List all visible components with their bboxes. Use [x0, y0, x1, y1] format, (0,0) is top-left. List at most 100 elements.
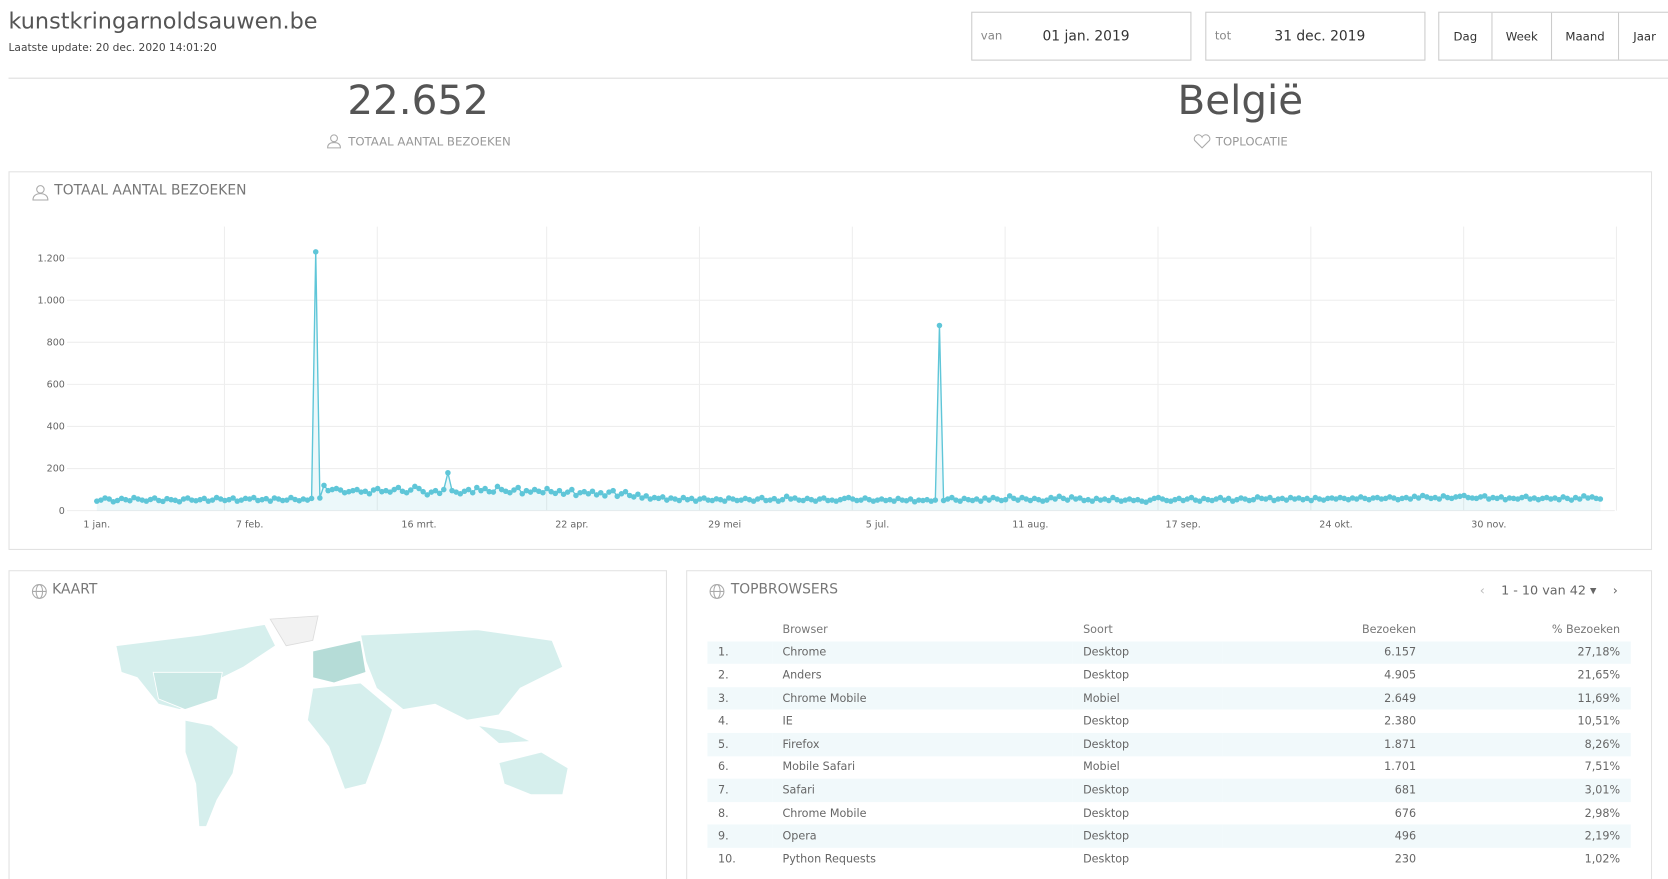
point — [540, 489, 546, 496]
point — [1481, 493, 1488, 499]
point — [1106, 497, 1112, 504]
point — [589, 488, 596, 495]
browsers-table: Browser Soort Bezoeken% Bezoeken 1. Chrome De… — [707, 618, 1631, 871]
point — [705, 497, 711, 503]
table-row: 1. Chrome Desktop 6.157 27,18% — [707, 641, 1631, 664]
x-tick-label: 1 jan. — [83, 520, 110, 531]
point — [366, 491, 373, 497]
period-button[interactable]: Week — [1492, 12, 1553, 60]
point — [515, 484, 521, 491]
point — [209, 497, 216, 503]
x-tick-label: 29 mei — [708, 520, 741, 531]
x-tick-label: 5 jul. — [866, 520, 890, 531]
point — [122, 496, 129, 503]
point — [1068, 494, 1075, 500]
point — [1044, 497, 1050, 503]
x-tick-label: 11 aug. — [1012, 520, 1048, 531]
point — [321, 482, 327, 489]
date-from[interactable]: van 01 jan. 2019 — [971, 11, 1192, 61]
point — [610, 487, 616, 494]
point — [1465, 494, 1471, 501]
point — [379, 488, 385, 495]
period-button[interactable]: Maand — [1552, 12, 1620, 60]
period-button[interactable]: Jaar — [1633, 29, 1656, 44]
point — [1461, 492, 1467, 499]
point — [763, 497, 769, 504]
point — [1399, 495, 1405, 502]
point — [350, 487, 356, 494]
point — [614, 493, 621, 500]
point — [151, 495, 158, 501]
chart-panel: TOTAAL AANTAL BEZOEKEN 0 200 400 600 800 1.00… — [8, 171, 1653, 550]
point — [1428, 495, 1434, 502]
point — [1453, 494, 1459, 500]
point — [688, 495, 695, 502]
point — [1407, 496, 1414, 502]
point — [1415, 495, 1422, 501]
period-button[interactable]: Dag — [1439, 12, 1493, 60]
point — [1225, 495, 1232, 502]
point — [1064, 497, 1071, 503]
point — [164, 495, 170, 502]
point — [920, 497, 926, 504]
table-cell: 3,01% — [1426, 778, 1631, 802]
point — [713, 496, 720, 502]
point — [135, 496, 141, 502]
table-cell: Desktop — [1072, 824, 1223, 848]
y-tick-label: 200 — [47, 464, 65, 475]
point — [1267, 494, 1273, 501]
line — [96, 251, 1601, 503]
point — [267, 498, 274, 504]
point — [668, 495, 674, 501]
point — [792, 495, 798, 501]
line-chart: 0 200 400 600 800 1.000 1.200 1 jan. 7 feb. 16 mr… — [37, 226, 1618, 531]
point — [1568, 497, 1575, 503]
point — [787, 496, 794, 502]
point — [374, 485, 381, 492]
africa — [306, 682, 394, 790]
point — [796, 497, 802, 503]
point — [317, 495, 323, 501]
pagination[interactable]: ‹ 1 - 10 van 42 ▾ › — [1479, 582, 1618, 598]
point — [734, 497, 740, 504]
point — [180, 496, 187, 502]
point — [597, 489, 604, 496]
header-cell — [707, 618, 771, 641]
table-cell: 2.649 — [1222, 686, 1427, 710]
point — [631, 494, 637, 500]
period-buttons: Dag Week Maand Jaar — [1438, 11, 1668, 61]
point — [98, 497, 104, 503]
table-cell: Desktop — [1072, 641, 1223, 664]
point — [114, 497, 121, 504]
point — [1250, 496, 1257, 503]
point — [519, 491, 526, 497]
table-cell: 7,51% — [1584, 760, 1621, 774]
point — [432, 487, 439, 494]
point — [354, 486, 360, 493]
table-cell: 1. — [707, 641, 772, 664]
icon — [326, 134, 341, 149]
table-cell: Python Requests — [782, 852, 876, 866]
table-cell: 7. — [707, 778, 772, 802]
point — [1122, 497, 1129, 503]
point — [441, 486, 447, 493]
point — [585, 491, 592, 497]
point — [1205, 496, 1211, 503]
kpi-value: 22.652 — [347, 76, 489, 124]
point — [420, 488, 426, 495]
point — [573, 492, 579, 499]
point — [251, 494, 257, 501]
y-tick-label: 0 — [59, 506, 65, 517]
greenland — [269, 615, 319, 647]
point — [412, 483, 418, 490]
point — [222, 497, 228, 504]
table-cell: 3. — [707, 686, 772, 710]
date-to[interactable]: tot 31 dec. 2019 — [1205, 11, 1426, 61]
point — [308, 495, 315, 502]
point — [102, 495, 108, 501]
point — [490, 489, 497, 495]
point — [577, 489, 583, 496]
point — [176, 499, 183, 505]
table-cell: Chrome Mobile — [782, 806, 867, 820]
